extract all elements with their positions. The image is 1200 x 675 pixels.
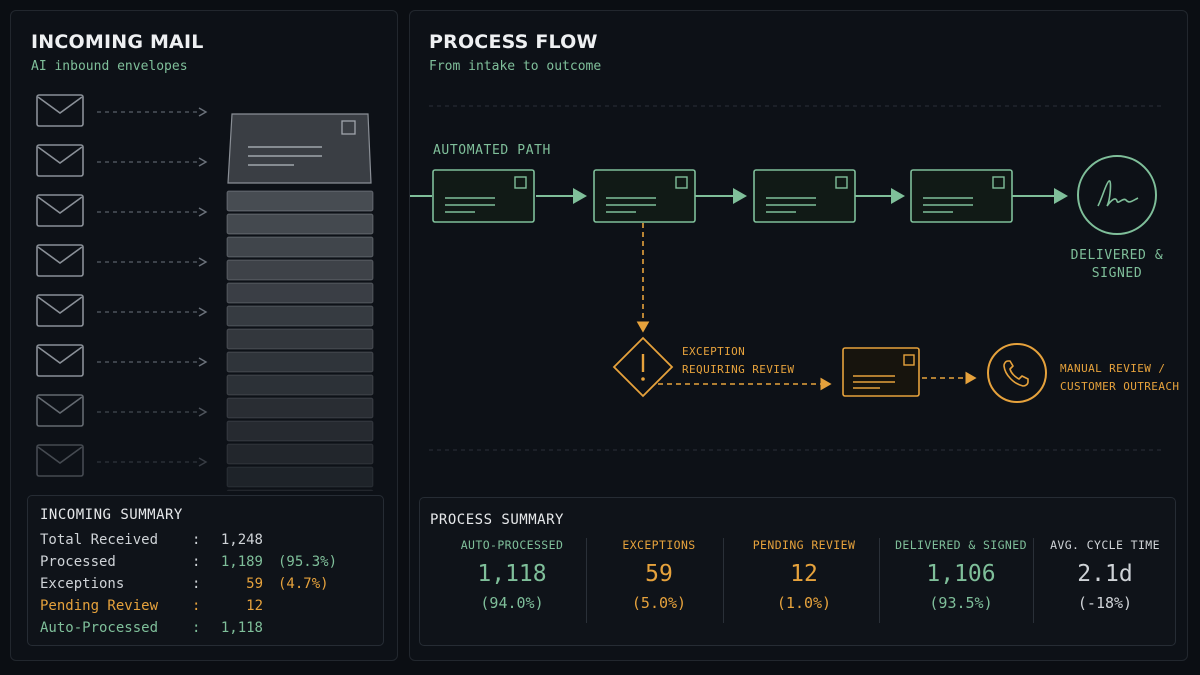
summary-row-total-received: Total Received : 1,248: [40, 532, 263, 548]
stat-exceptions: EXCEPTIONS 59 (5.0%): [622, 538, 696, 612]
delivered-label-line1: DELIVERED &: [1071, 248, 1164, 263]
envelope-icon: [36, 444, 208, 477]
stat-divider: [723, 538, 724, 623]
exception-label-line2: REQUIRING REVIEW: [682, 363, 794, 376]
exception-document-card: [842, 347, 920, 397]
envelope-icon: [36, 244, 208, 277]
document-card-icon: [432, 169, 535, 223]
incoming-mail-panel: INCOMING MAIL AI inbound envelopes INCOM…: [10, 10, 398, 661]
envelope-icon: [36, 144, 208, 177]
summary-row-exceptions: Exceptions : 59 (4.7%): [40, 576, 329, 592]
envelope-icon: [36, 194, 208, 227]
delivered-label-line2: SIGNED: [1092, 266, 1143, 281]
incoming-summary: INCOMING SUMMARY Total Received : 1,248 …: [27, 495, 384, 646]
incoming-summary-title: INCOMING SUMMARY: [40, 507, 183, 523]
manual-label-line2: CUSTOMER OUTREACH: [1060, 380, 1179, 393]
stat-avg-cycle-time: AVG. CYCLE TIME 2.1d (-18%): [1050, 538, 1160, 612]
manual-label-line1: MANUAL REVIEW /: [1060, 362, 1165, 375]
warning-diamond-icon: [612, 336, 674, 398]
automated-document-cards: [432, 169, 1013, 223]
summary-row-pending-review: Pending Review : 12: [40, 598, 263, 614]
stat-divider: [879, 538, 880, 623]
stat-delivered-signed: DELIVERED & SIGNED 1,106 (93.5%): [895, 538, 1027, 612]
document-card-icon: [753, 169, 856, 223]
automated-path-label: AUTOMATED PATH: [433, 143, 551, 158]
incoming-subtitle: AI inbound envelopes: [31, 59, 188, 74]
process-subtitle: From intake to outcome: [429, 59, 602, 74]
envelope-list: [36, 94, 208, 477]
process-title: PROCESS FLOW: [429, 31, 598, 53]
stat-pending-review: PENDING REVIEW 12 (1.0%): [752, 538, 856, 612]
stat-divider: [1033, 538, 1034, 623]
stat-divider: [586, 538, 587, 623]
incoming-title: INCOMING MAIL: [31, 31, 204, 53]
process-flow-diagram: AUTOMATED PATH DELIVERED & SIGNED EXCEPT…: [410, 105, 1179, 451]
summary-row-processed: Processed : 1,189 (95.3%): [40, 554, 338, 570]
process-summary: PROCESS SUMMARY AUTO-PROCESSED 1,118 (94…: [419, 497, 1176, 646]
envelope-icon: [36, 394, 208, 427]
document-card-icon: [593, 169, 696, 223]
signature-icon: [1077, 155, 1157, 235]
summary-row-auto-processed: Auto-Processed : 1,118: [40, 620, 263, 636]
exception-label-line1: EXCEPTION: [682, 345, 745, 358]
process-flow-panel: PROCESS FLOW From intake to outcome AUTO…: [409, 10, 1188, 661]
phone-icon: [987, 343, 1047, 403]
stacked-document-icon: [226, 113, 374, 491]
process-summary-title: PROCESS SUMMARY: [430, 512, 564, 528]
envelope-icon: [36, 294, 208, 327]
envelope-icon: [36, 344, 208, 377]
document-card-icon: [910, 169, 1013, 223]
incoming-envelopes-graphic: [36, 94, 374, 491]
stat-auto-processed: AUTO-PROCESSED 1,118 (94.0%): [460, 538, 564, 612]
envelope-icon: [36, 94, 208, 127]
